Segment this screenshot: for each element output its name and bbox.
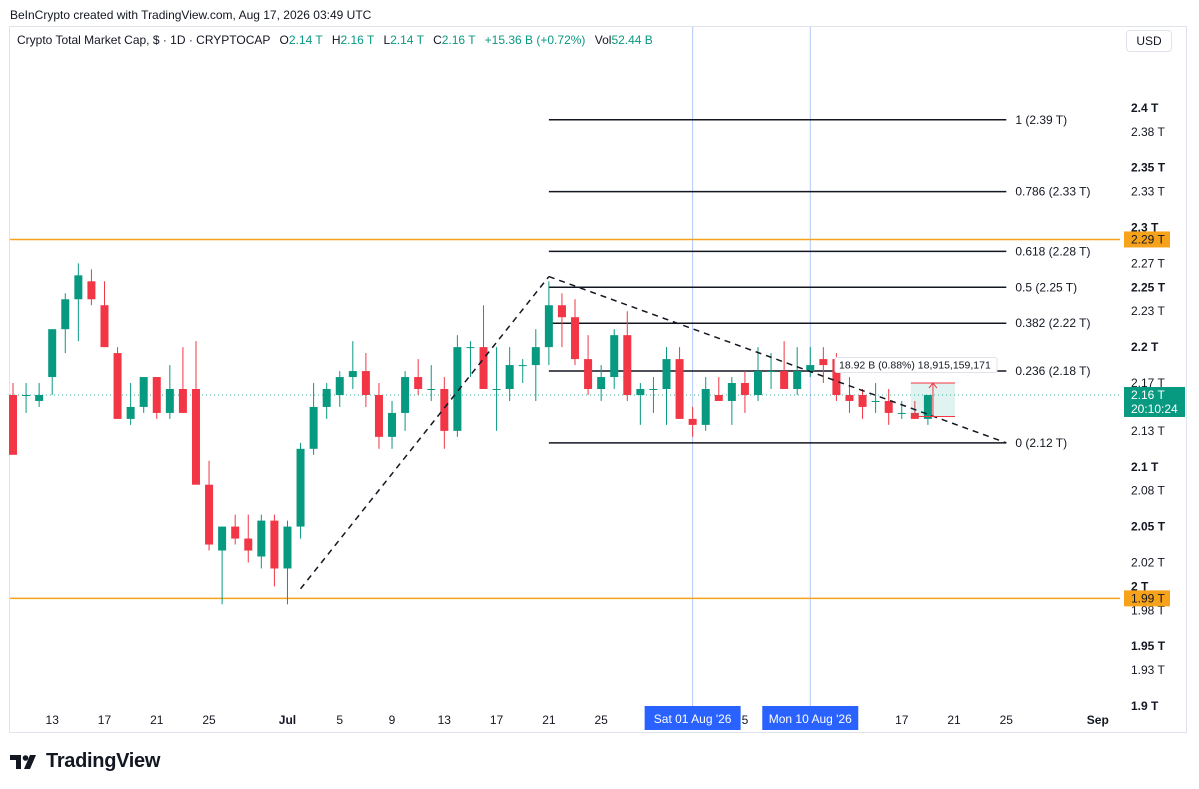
change-value: +15.36 B (+0.72%) xyxy=(484,33,586,47)
low-value: 2.14 T xyxy=(390,33,424,47)
chart-frame xyxy=(9,26,1187,733)
open-label: O xyxy=(279,33,289,47)
volume-value: 52.44 B xyxy=(611,33,653,47)
tradingview-logo-icon xyxy=(10,754,36,769)
currency-button[interactable]: USD xyxy=(1126,30,1172,52)
high-value: 2.16 T xyxy=(340,33,375,47)
volume-label: Vol xyxy=(594,33,612,47)
chart-attribution: BeInCrypto created with TradingView.com,… xyxy=(10,8,372,22)
open-value: 2.14 T xyxy=(288,33,323,47)
brand-name: TradingView xyxy=(46,750,161,772)
close-label: C xyxy=(433,33,442,47)
high-label: H xyxy=(331,33,341,47)
symbol-name[interactable]: Crypto Total Market Cap, $ · 1D · CRYPTO… xyxy=(17,33,271,47)
symbol-legend: Crypto Total Market Cap, $ · 1D · CRYPTO… xyxy=(17,33,653,47)
tradingview-logo[interactable]: TradingView xyxy=(10,750,160,773)
low-label: L xyxy=(383,33,391,47)
close-value: 2.16 T xyxy=(441,33,476,47)
